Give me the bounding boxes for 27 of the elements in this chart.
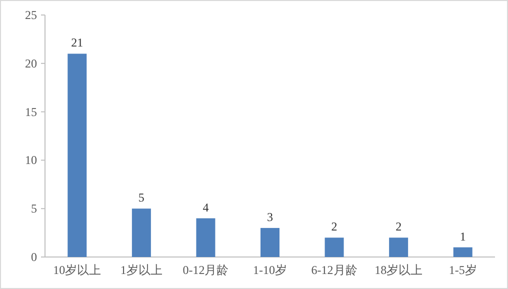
bar — [68, 54, 87, 257]
y-tick-label: 10 — [25, 153, 37, 168]
data-label: 21 — [71, 36, 84, 50]
x-tick-label: 1岁以上 — [120, 263, 162, 277]
y-tick-label: 20 — [25, 56, 37, 70]
bar — [453, 247, 472, 257]
x-tick-label: 10岁以上 — [53, 263, 102, 277]
bar — [389, 238, 408, 257]
data-label: 3 — [267, 210, 273, 224]
x-tick-label: 6-12月龄 — [311, 263, 358, 277]
x-tick-label: 0-12月龄 — [182, 263, 229, 277]
data-label: 5 — [138, 190, 144, 205]
bar — [260, 228, 280, 257]
x-tick-label: 18岁以上 — [374, 263, 423, 277]
data-label: 1 — [460, 229, 466, 244]
bar — [132, 208, 151, 257]
data-label: 2 — [396, 220, 402, 234]
bar — [196, 218, 216, 257]
y-tick-label: 5 — [31, 202, 37, 216]
y-tick-label: 0 — [31, 250, 37, 264]
bar — [324, 238, 344, 257]
data-label: 2 — [331, 220, 338, 234]
data-label: 4 — [202, 200, 209, 214]
x-tick-label: 1-10岁 — [253, 263, 287, 277]
y-tick-label: 25 — [25, 8, 37, 22]
y-tick-label: 15 — [25, 104, 37, 119]
x-tick-label: 1-5岁 — [448, 263, 477, 277]
